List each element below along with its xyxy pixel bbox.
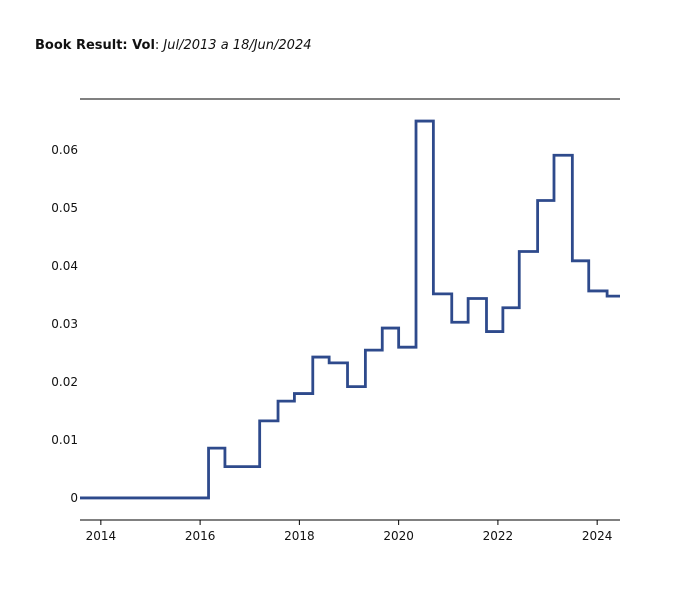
y-tick-label: 0.05 — [51, 201, 78, 215]
chart-title-range: Jul/2013 a 18/Jun/2024 — [163, 38, 312, 53]
y-axis-ticks: 0 0.01 0.02 0.03 0.04 0.05 0.06 — [51, 143, 78, 505]
x-axis-ticks: 2014 2016 2018 2020 2022 2024 — [86, 520, 613, 543]
y-tick-label: 0.01 — [51, 433, 78, 447]
chart-title-separator: : — [154, 38, 164, 53]
y-tick-label: 0.02 — [51, 375, 78, 389]
x-tick-label: 2022 — [483, 529, 514, 543]
x-tick-label: 2020 — [383, 529, 414, 543]
x-tick-label: 2018 — [284, 529, 315, 543]
y-tick-label: 0.03 — [51, 317, 78, 331]
chart-title-bold: Book Result: Vol — [35, 38, 155, 53]
y-tick-label: 0 — [70, 491, 78, 505]
y-tick-label: 0.06 — [51, 143, 78, 157]
chart-title: Book Result: Vol: Jul/2013 a 18/Jun/2024 — [35, 38, 312, 53]
x-tick-label: 2016 — [185, 529, 216, 543]
series-step-line — [80, 119, 620, 500]
x-tick-label: 2014 — [86, 529, 117, 543]
y-tick-label: 0.04 — [51, 259, 78, 273]
x-tick-label: 2024 — [582, 529, 613, 543]
